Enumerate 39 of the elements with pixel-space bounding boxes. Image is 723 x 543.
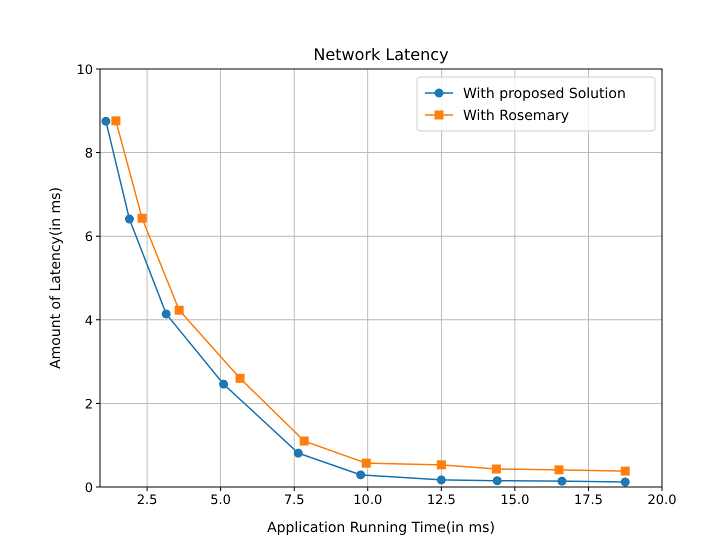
x-tick-label: 10.0: [353, 493, 382, 508]
point: [554, 465, 564, 474]
legend-label: With proposed Solution: [463, 86, 626, 102]
x-tick-label: 17.5: [574, 493, 603, 508]
x-tick-label: 2.5: [136, 493, 158, 508]
point: [436, 475, 446, 484]
y-tick-label: 2: [84, 397, 93, 412]
x-tick-label: 15.0: [500, 493, 530, 508]
point: [294, 448, 303, 458]
chart-title: Network Latency: [313, 45, 449, 64]
x-tick-label: 20.0: [648, 493, 676, 508]
point: [492, 476, 502, 486]
point: [620, 466, 630, 476]
point: [362, 458, 371, 468]
point: [557, 476, 566, 486]
point: [620, 477, 630, 486]
y-tick-label: 8: [84, 146, 93, 162]
y-tick-label: 6: [84, 230, 93, 246]
point: [162, 309, 171, 318]
point: [300, 436, 309, 446]
y-axis-title: Amount of Latency(in ms): [48, 187, 64, 369]
x-axis-title: Application Running Time(in ms): [267, 520, 495, 536]
y-tick-label: 0: [84, 481, 93, 496]
point: [124, 214, 134, 224]
x-tick-label: 7.5: [284, 493, 305, 508]
point: [219, 380, 228, 389]
point: [236, 374, 245, 383]
y-tick-label: 10: [76, 63, 93, 78]
legend-label: With Rosemary: [463, 108, 570, 124]
point: [492, 464, 501, 474]
x-tick-label: 5.0: [210, 493, 231, 508]
point: [356, 470, 366, 480]
y-tick-label: 4: [84, 314, 93, 329]
point: [111, 116, 120, 126]
point: [138, 214, 147, 223]
point: [101, 116, 110, 126]
x-tick-label: 12.5: [426, 493, 456, 508]
point: [436, 460, 446, 470]
point: [174, 306, 184, 315]
